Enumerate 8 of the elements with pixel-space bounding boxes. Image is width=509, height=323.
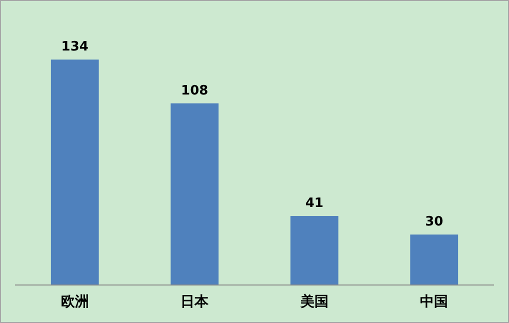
x-tick-label: 日本 [180, 294, 210, 310]
x-tick-label: 中国 [420, 294, 448, 310]
x-tick-label: 美国 [299, 293, 328, 310]
data-label: 41 [305, 196, 324, 212]
x-tick-label: 欧洲 [60, 294, 89, 310]
data-label: 30 [425, 214, 444, 230]
data-label: 108 [181, 83, 208, 98]
data-label: 134 [61, 40, 88, 55]
